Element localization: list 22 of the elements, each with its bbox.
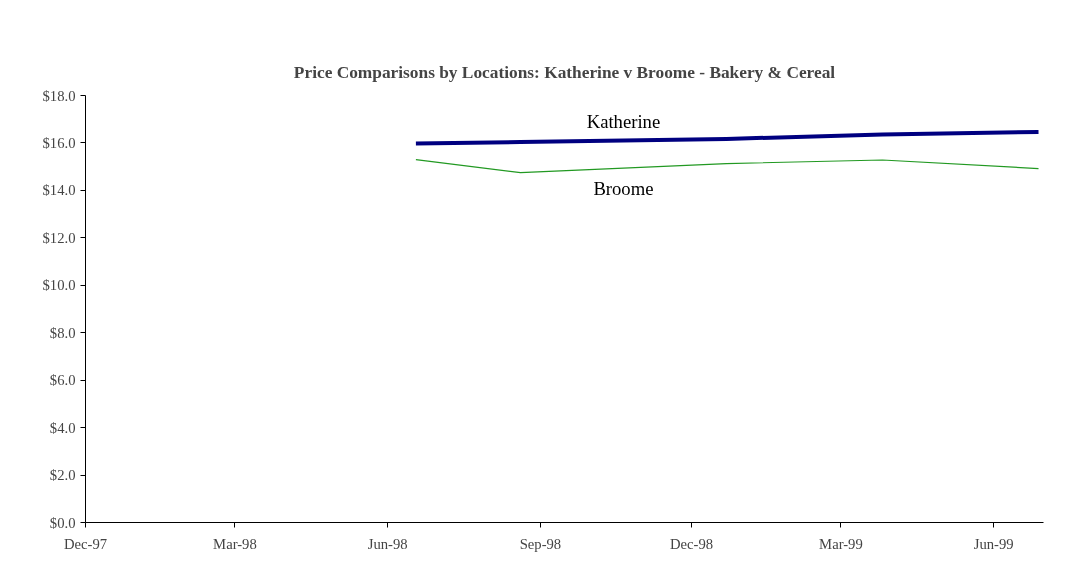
y-tick-label: $16.0 xyxy=(42,134,76,151)
x-tick-label: Mar-99 xyxy=(819,535,863,552)
y-tick-label: $2.0 xyxy=(49,467,76,484)
line-series xyxy=(413,130,1041,146)
x-tick-label: Dec-97 xyxy=(63,535,108,552)
series-label: Katherine xyxy=(586,111,661,133)
chart-title: Price Comparisons by Locations: Katherine v Broome - Bakery & Cereal xyxy=(293,62,836,82)
x-tick-label: Jun-98 xyxy=(367,535,408,552)
y-tick-label: $18.0 xyxy=(42,87,76,104)
line-series xyxy=(415,158,1040,174)
y-tick-label: $12.0 xyxy=(42,229,76,246)
x-tick-label: Mar-98 xyxy=(213,535,257,552)
y-tick-label: $6.0 xyxy=(49,372,76,389)
series-label: Broome xyxy=(593,178,654,200)
x-tick-label: Jun-99 xyxy=(973,535,1014,552)
y-tick-label: $8.0 xyxy=(49,324,76,341)
y-tick-label: $0.0 xyxy=(49,514,76,531)
x-tick-label: Dec-98 xyxy=(669,535,714,552)
y-tick-label: $4.0 xyxy=(49,419,76,436)
x-tick-label: Sep-98 xyxy=(519,535,562,552)
y-tick-label: $14.0 xyxy=(42,182,76,199)
y-tick-label: $10.0 xyxy=(42,277,76,294)
